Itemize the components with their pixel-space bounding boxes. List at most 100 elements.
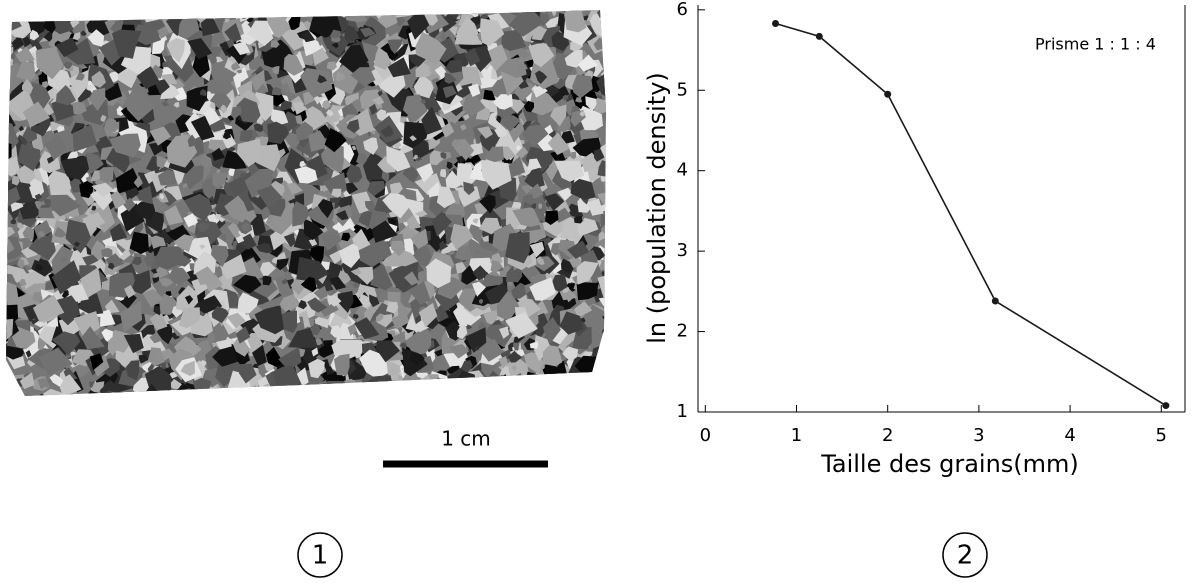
grain [527, 3, 532, 8]
grain [211, 305, 229, 324]
grain [208, 118, 226, 133]
grain [235, 326, 251, 344]
grain [440, 169, 447, 178]
grain [66, 10, 77, 21]
grain [283, 233, 296, 248]
grain [529, 341, 538, 349]
grain [530, 203, 537, 210]
grain [208, 55, 217, 66]
grain [6, 389, 17, 396]
grain [111, 29, 142, 59]
grain [608, 138, 621, 152]
grain [153, 305, 162, 316]
grain [377, 90, 383, 97]
grain [6, 141, 12, 161]
grain [593, 97, 606, 114]
grain [344, 25, 360, 41]
grain [600, 209, 606, 237]
grain [454, 16, 483, 45]
grain [439, 240, 449, 251]
grain [192, 377, 212, 396]
grain [340, 394, 349, 396]
grain [586, 11, 606, 39]
grain [236, 69, 242, 74]
grain [89, 337, 113, 361]
grain [505, 232, 530, 264]
grain [406, 214, 422, 230]
grain [72, 124, 98, 152]
grain [11, 386, 19, 392]
grain [351, 131, 371, 155]
grain [20, 245, 38, 259]
grain [240, 172, 246, 178]
grain [6, 78, 7, 88]
grain [604, 385, 606, 396]
grain [596, 71, 606, 104]
grain [147, 347, 165, 367]
grain [610, 366, 630, 387]
grain [460, 265, 478, 289]
grain [578, 54, 598, 72]
grain [101, 390, 127, 396]
grain [351, 145, 357, 151]
grain [222, 130, 232, 140]
grain [103, 118, 120, 133]
grain [576, 282, 599, 301]
grain [149, 310, 168, 331]
grain [69, 10, 93, 20]
grain [308, 238, 318, 247]
grain [199, 244, 206, 250]
grain [564, 10, 587, 33]
grain [6, 186, 21, 209]
grain [184, 295, 194, 305]
grain [562, 392, 582, 396]
grain [545, 10, 551, 13]
grain [224, 195, 250, 223]
grain [500, 146, 516, 161]
grain [435, 305, 449, 322]
grain [72, 32, 81, 41]
grain [387, 57, 411, 78]
y-tick-label: 1 [677, 401, 688, 422]
grain [308, 358, 325, 379]
grain [335, 71, 346, 82]
grain [170, 378, 182, 390]
grain [27, 10, 49, 23]
grain [15, 46, 35, 62]
grain [604, 71, 606, 88]
grain [321, 144, 344, 174]
grain [368, 388, 390, 396]
grain [101, 328, 113, 342]
grain [38, 230, 45, 237]
grain [600, 0, 607, 7]
grain [142, 289, 164, 308]
grain [161, 101, 170, 107]
grain [352, 313, 359, 320]
grain [462, 92, 486, 116]
grain [610, 345, 629, 367]
grain [446, 161, 453, 170]
y-tick-label: 4 [677, 160, 688, 181]
grain [380, 385, 387, 392]
grain [256, 10, 273, 20]
grain [220, 233, 227, 243]
grain [415, 31, 447, 65]
grain [11, 175, 20, 186]
grain [167, 38, 185, 63]
grain [338, 195, 352, 215]
grain [253, 123, 264, 133]
grain [55, 37, 79, 58]
grain [327, 295, 342, 307]
grain [13, 385, 34, 396]
grain [431, 211, 452, 237]
grain [507, 373, 528, 396]
grain [418, 306, 428, 313]
grain [600, 38, 606, 50]
grain [527, 381, 535, 388]
grain [326, 61, 337, 71]
grain [108, 0, 119, 8]
grain [442, 85, 457, 99]
grain [375, 313, 384, 322]
grain [592, 366, 606, 382]
grain [549, 387, 561, 396]
